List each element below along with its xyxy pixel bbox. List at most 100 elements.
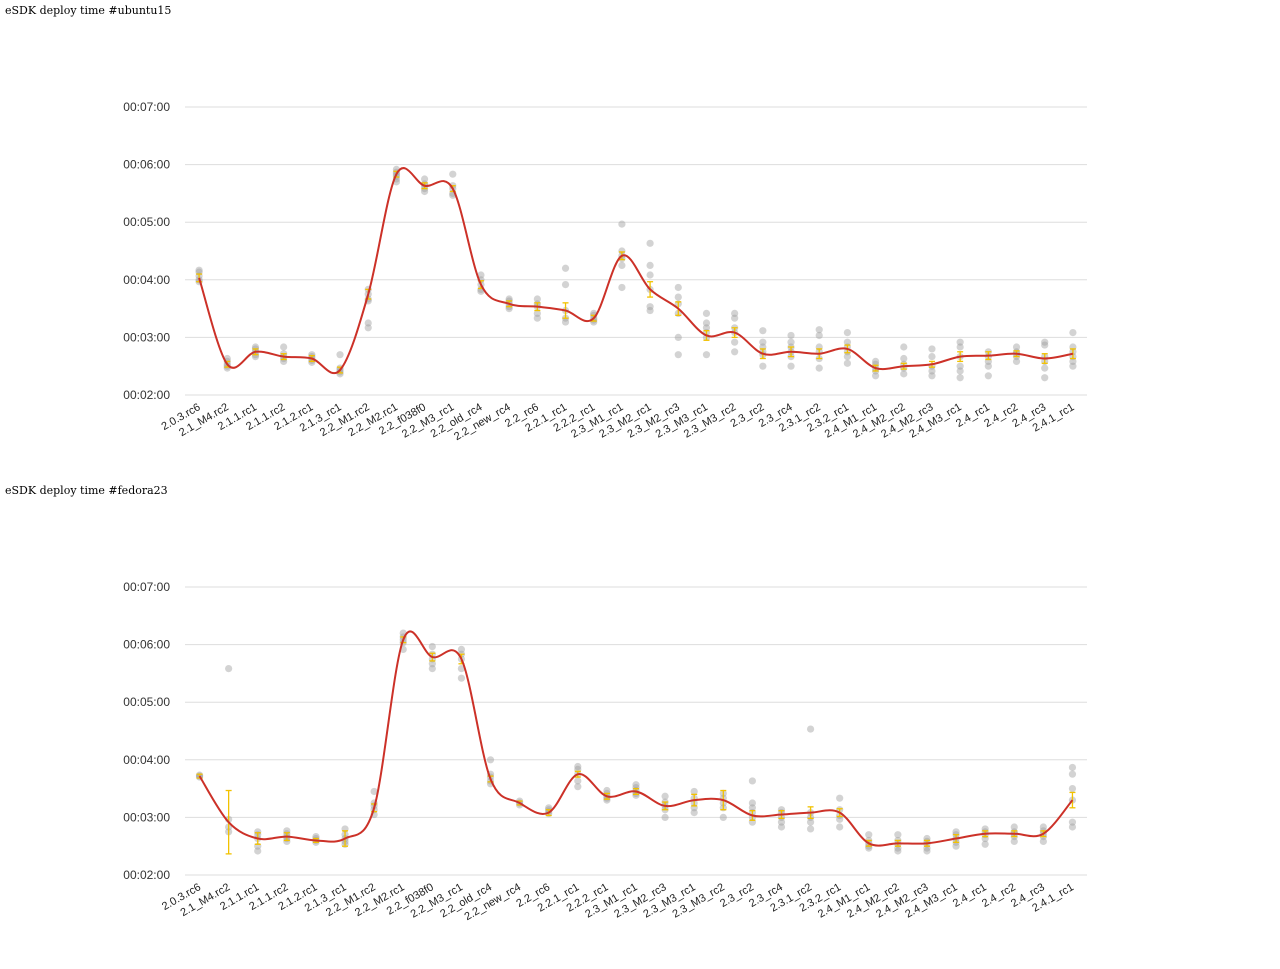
sample-point <box>561 318 570 326</box>
y-tick-label: 00:03:00 <box>123 330 170 344</box>
sample-point <box>806 818 815 826</box>
sample-point <box>748 777 756 785</box>
sample-point <box>674 293 682 301</box>
sample-point <box>561 264 570 272</box>
sample-point <box>702 319 711 327</box>
sample-point <box>661 792 669 800</box>
sample-point <box>1068 785 1077 793</box>
sample-point <box>843 353 852 361</box>
y-tick-label: 00:05:00 <box>123 695 170 709</box>
sample-point <box>1012 357 1021 365</box>
sample-point <box>364 319 372 327</box>
sample-point <box>1069 329 1077 337</box>
sample-point <box>956 362 964 370</box>
sample-point <box>1010 837 1018 845</box>
sample-point <box>731 348 739 356</box>
chart-title-ubuntu15: eSDK deploy time #ubuntu15 <box>5 4 172 17</box>
sample-point <box>428 665 436 673</box>
sample-point <box>843 329 852 337</box>
y-tick-label: 00:06:00 <box>123 158 170 172</box>
sample-point <box>731 314 739 322</box>
sample-point <box>900 343 908 351</box>
sample-point <box>836 794 844 802</box>
sample-point <box>928 353 936 361</box>
sample-point <box>674 283 682 292</box>
sample-point <box>702 351 711 359</box>
sample-point <box>618 247 626 255</box>
sample-point <box>449 170 457 178</box>
sample-point <box>632 781 640 789</box>
sample-point <box>1068 763 1077 772</box>
sample-point <box>1012 343 1021 351</box>
sample-point <box>894 847 902 855</box>
sample-point <box>646 261 654 269</box>
sample-point <box>283 837 291 845</box>
sample-point <box>1041 374 1049 382</box>
sample-point <box>956 367 964 375</box>
sample-point <box>1041 341 1049 349</box>
sample-point <box>618 283 626 292</box>
sample-point <box>984 362 992 370</box>
y-tick-label: 00:05:00 <box>123 215 170 229</box>
sample-point <box>1039 823 1047 831</box>
y-tick-label: 00:04:00 <box>123 273 170 287</box>
sample-point <box>674 333 682 341</box>
y-tick-label: 00:07:00 <box>123 580 170 594</box>
sample-point <box>759 338 767 346</box>
sample-point <box>1068 818 1077 826</box>
sample-point <box>981 840 989 848</box>
sample-point <box>225 665 233 673</box>
sample-point <box>674 351 682 359</box>
sample-point <box>308 358 316 366</box>
sample-point <box>428 642 436 651</box>
sample-point <box>806 725 815 733</box>
sample-point <box>777 818 786 826</box>
sample-point <box>646 271 654 279</box>
y-tick-label: 00:07:00 <box>123 100 170 114</box>
sample-point <box>702 324 711 332</box>
sample-point <box>603 786 611 795</box>
sample-point <box>646 306 654 315</box>
sample-point <box>336 351 344 359</box>
y-tick-label: 00:03:00 <box>123 810 170 824</box>
sample-point <box>956 343 964 351</box>
sample-point <box>984 372 992 380</box>
sample-point <box>561 281 570 289</box>
sample-point <box>661 813 669 821</box>
sample-point <box>871 357 880 365</box>
sample-point <box>900 354 908 363</box>
sample-point <box>618 220 626 228</box>
sample-point <box>574 783 582 791</box>
sample-point <box>618 261 626 269</box>
sample-point <box>308 351 316 359</box>
sample-point <box>646 239 654 247</box>
sample-point <box>759 362 767 370</box>
y-tick-label: 00:02:00 <box>123 868 170 882</box>
sample-point <box>533 309 541 317</box>
y-tick-label: 00:02:00 <box>123 388 170 402</box>
sample-point <box>815 326 823 334</box>
sample-point <box>254 828 262 836</box>
y-tick-label: 00:06:00 <box>123 638 170 652</box>
sample-point <box>457 674 466 682</box>
sample-point <box>690 809 698 817</box>
sample-point <box>928 345 936 353</box>
sample-point <box>787 338 795 346</box>
sample-point <box>603 796 611 804</box>
sample-point <box>364 324 372 332</box>
sample-point <box>280 343 288 351</box>
sample-point <box>759 327 767 335</box>
sample-point <box>956 338 964 346</box>
sample-point <box>748 804 756 812</box>
sample-point <box>952 842 960 850</box>
sample-point <box>956 374 964 382</box>
sample-point <box>923 847 931 855</box>
sample-point <box>702 309 711 317</box>
sample-point <box>871 360 880 368</box>
sample-point <box>632 784 640 792</box>
sample-point <box>420 187 429 196</box>
mean-trend-line <box>198 167 1074 375</box>
y-tick-label: 00:04:00 <box>123 753 170 767</box>
mean-trend-line <box>198 630 1074 847</box>
sample-point <box>871 372 880 380</box>
